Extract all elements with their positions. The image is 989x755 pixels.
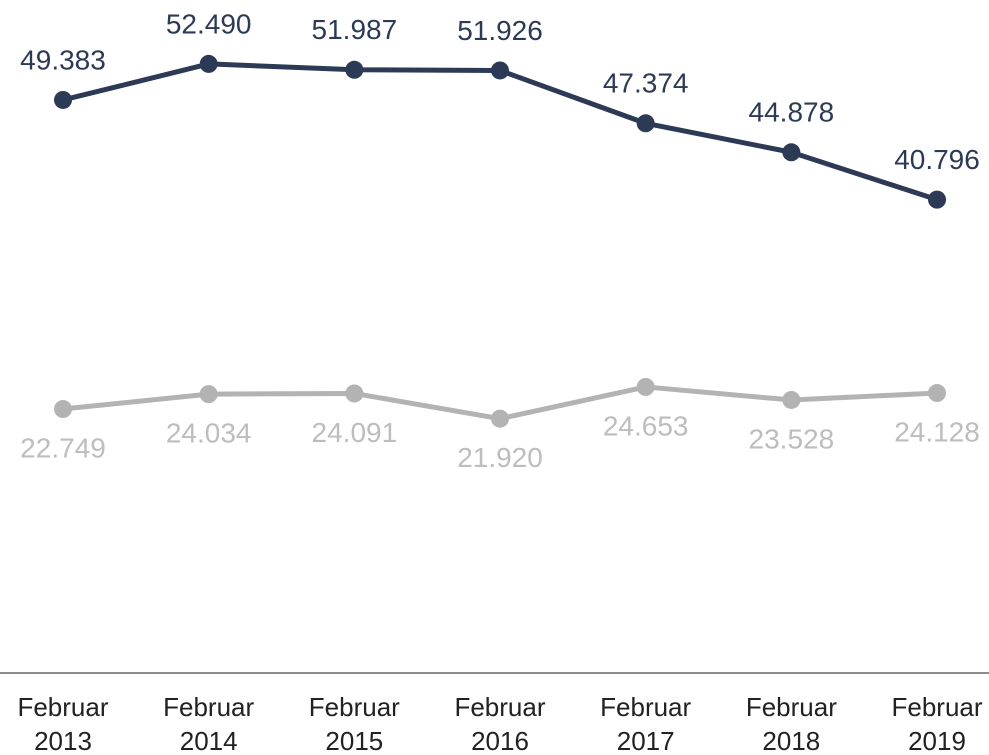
data-label: 24.091 [312, 417, 398, 448]
data-label: 47.374 [603, 68, 689, 99]
point [54, 400, 72, 419]
data-label: 22.749 [20, 432, 106, 463]
point [345, 60, 364, 79]
point [345, 384, 364, 403]
point [199, 54, 218, 73]
x-tick-label: Februar 2017 [600, 692, 692, 755]
data-label: 40.796 [894, 144, 980, 175]
point [54, 90, 72, 109]
point [491, 409, 510, 428]
data-label: 44.878 [749, 97, 835, 128]
point [636, 377, 655, 396]
data-label: 51.987 [312, 14, 398, 45]
data-label: 21.920 [457, 442, 543, 473]
data-label: 24.034 [166, 418, 252, 449]
point [928, 384, 947, 403]
data-label: 51.926 [457, 15, 543, 46]
data-label: 52.490 [166, 8, 252, 39]
point [636, 114, 655, 133]
x-tick-label: Februar 2019 [891, 692, 983, 755]
line [62, 61, 938, 203]
point [782, 390, 801, 409]
point [199, 385, 218, 404]
data-label: 49.383 [20, 44, 106, 75]
x-tick-label: Februar 2018 [745, 692, 837, 755]
x-tick-label: Februar 2015 [308, 692, 400, 755]
data-label: 24.128 [894, 416, 980, 447]
point [491, 61, 510, 80]
data-label: 23.528 [749, 423, 835, 454]
x-tick-label: Februar 2014 [163, 692, 255, 755]
data-label: 24.653 [603, 410, 689, 441]
x-tick-label: Februar 2013 [17, 692, 109, 755]
point [928, 190, 947, 209]
x-tick-label: Februar 2016 [454, 692, 546, 755]
point [782, 143, 801, 162]
